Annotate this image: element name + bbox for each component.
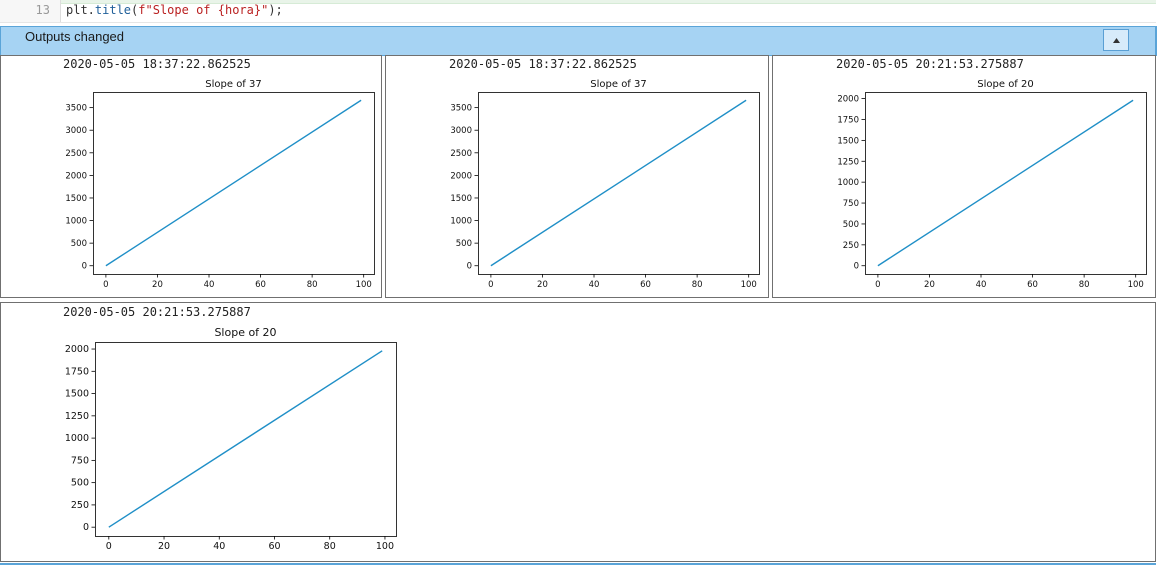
x-tick-label: 100 bbox=[376, 541, 394, 552]
output-cell: 2020-05-05 20:21:53.275887 Slope of 20 0 2… bbox=[772, 55, 1156, 298]
y-tick-label: 1000 bbox=[837, 178, 859, 188]
output-cell: 2020-05-05 18:37:22.862525 Slope of 37 0 2… bbox=[385, 55, 769, 298]
y-tick-label: 0 bbox=[854, 262, 859, 272]
x-tick-label: 80 bbox=[1079, 280, 1090, 290]
x-tick-label: 60 bbox=[255, 280, 266, 290]
y-tick-label: 750 bbox=[71, 455, 89, 466]
outputs-changed-label: Outputs changed bbox=[25, 29, 125, 44]
code-token-prefix: plt. bbox=[66, 3, 95, 17]
x-tick-label: 60 bbox=[268, 541, 280, 552]
x-tick-label: 20 bbox=[924, 280, 935, 290]
y-tick-label: 0 bbox=[467, 262, 472, 272]
output-cell: 2020-05-05 20:21:53.275887 Slope of 20 0 2… bbox=[0, 302, 1156, 562]
output-timestamp: 2020-05-05 18:37:22.862525 bbox=[63, 57, 251, 71]
code-token-open: ( bbox=[131, 3, 139, 17]
y-tick-label: 3500 bbox=[450, 104, 472, 114]
y-tick-label: 750 bbox=[843, 199, 859, 209]
y-tick-label: 500 bbox=[843, 220, 859, 230]
outputs-changed-banner: Outputs changed bbox=[0, 26, 1157, 56]
output-cell: 2020-05-05 18:37:22.862525 Slope of 37 0 2… bbox=[0, 55, 382, 298]
y-tick-label: 2000 bbox=[65, 344, 89, 355]
y-tick-label: 1750 bbox=[837, 115, 859, 125]
y-tick-label: 1500 bbox=[65, 389, 89, 400]
code-token-close: ); bbox=[268, 3, 283, 17]
y-tick-label: 1500 bbox=[65, 194, 87, 204]
x-tick-label: 0 bbox=[875, 280, 880, 290]
x-tick-label: 80 bbox=[307, 280, 318, 290]
y-tick-label: 250 bbox=[71, 500, 89, 511]
line-chart: Slope of 370 20 40 60 80 10005001000150020002… bbox=[65, 79, 375, 290]
chart-title: Slope of 20 bbox=[214, 326, 276, 339]
y-tick-label: 2000 bbox=[65, 171, 87, 181]
x-tick-label: 60 bbox=[1027, 280, 1038, 290]
y-tick-label: 2000 bbox=[450, 171, 472, 181]
bottom-border bbox=[0, 563, 1156, 565]
y-tick-label: 1500 bbox=[450, 194, 472, 204]
x-tick-label: 20 bbox=[537, 280, 548, 290]
series-line bbox=[877, 99, 1134, 267]
series-line bbox=[105, 99, 362, 267]
chart-title: Slope of 37 bbox=[205, 79, 261, 90]
code-line: 13 plt.title(f"Slope of {hora}"); bbox=[0, 0, 1156, 23]
plot-frame bbox=[865, 92, 1147, 275]
y-tick-label: 2500 bbox=[65, 149, 87, 159]
y-tick-label: 500 bbox=[71, 478, 89, 489]
y-tick-label: 0 bbox=[82, 262, 87, 272]
x-tick-label: 20 bbox=[152, 280, 163, 290]
y-tick-label: 500 bbox=[456, 239, 472, 249]
y-tick-label: 1500 bbox=[837, 136, 859, 146]
code-token-string: "Slope of {hora}" bbox=[145, 3, 269, 17]
y-tick-label: 1000 bbox=[65, 433, 89, 444]
caret-up-icon bbox=[1113, 38, 1120, 43]
y-tick-label: 2500 bbox=[450, 149, 472, 159]
x-tick-label: 0 bbox=[103, 280, 108, 290]
x-tick-label: 0 bbox=[488, 280, 493, 290]
output-timestamp: 2020-05-05 20:21:53.275887 bbox=[836, 57, 1024, 71]
x-tick-label: 60 bbox=[640, 280, 651, 290]
output-timestamp: 2020-05-05 20:21:53.275887 bbox=[63, 305, 251, 319]
plot-frame bbox=[478, 92, 760, 275]
line-chart: Slope of 200 20 40 60 80 10002505007501000125… bbox=[837, 79, 1147, 290]
y-tick-label: 3000 bbox=[65, 126, 87, 136]
output-timestamp: 2020-05-05 18:37:22.862525 bbox=[449, 57, 637, 71]
y-tick-label: 1000 bbox=[450, 217, 472, 227]
y-tick-label: 1000 bbox=[65, 217, 87, 227]
code-token-fprefix: f bbox=[138, 3, 146, 17]
y-tick-label: 250 bbox=[843, 241, 859, 251]
y-tick-label: 0 bbox=[83, 522, 89, 533]
plot-frame bbox=[93, 92, 375, 275]
x-tick-label: 40 bbox=[204, 280, 215, 290]
x-tick-label: 100 bbox=[356, 280, 372, 290]
line-chart: Slope of 370 20 40 60 80 10005001000150020002… bbox=[450, 79, 760, 290]
code-line-prev-strip bbox=[0, 0, 1156, 4]
code-text[interactable]: plt.title(f"Slope of {hora}"); bbox=[66, 3, 283, 17]
series-line bbox=[108, 350, 383, 528]
x-tick-label: 0 bbox=[106, 541, 112, 552]
x-tick-label: 40 bbox=[213, 541, 225, 552]
line-gutter: 13 bbox=[0, 0, 61, 22]
y-tick-label: 3000 bbox=[450, 126, 472, 136]
y-tick-label: 1250 bbox=[837, 157, 859, 167]
chart-title: Slope of 37 bbox=[590, 79, 646, 90]
y-tick-label: 3500 bbox=[65, 104, 87, 114]
code-token-func: title bbox=[94, 3, 132, 17]
x-tick-label: 40 bbox=[589, 280, 600, 290]
x-tick-label: 40 bbox=[976, 280, 987, 290]
x-tick-label: 80 bbox=[324, 541, 336, 552]
y-tick-label: 2000 bbox=[837, 95, 859, 105]
chart-title: Slope of 20 bbox=[977, 79, 1033, 90]
collapse-button[interactable] bbox=[1103, 29, 1129, 51]
series-line bbox=[490, 99, 747, 267]
y-tick-label: 1250 bbox=[65, 411, 89, 422]
y-tick-label: 1750 bbox=[65, 366, 89, 377]
x-tick-label: 100 bbox=[1128, 280, 1144, 290]
y-tick-label: 500 bbox=[71, 239, 87, 249]
line-chart: Slope of 200 20 40 60 80 10002505007501000125… bbox=[65, 326, 397, 552]
plot-frame bbox=[95, 342, 397, 537]
x-tick-label: 80 bbox=[692, 280, 703, 290]
line-number: 13 bbox=[35, 3, 50, 17]
x-tick-label: 20 bbox=[158, 541, 170, 552]
x-tick-label: 100 bbox=[741, 280, 757, 290]
